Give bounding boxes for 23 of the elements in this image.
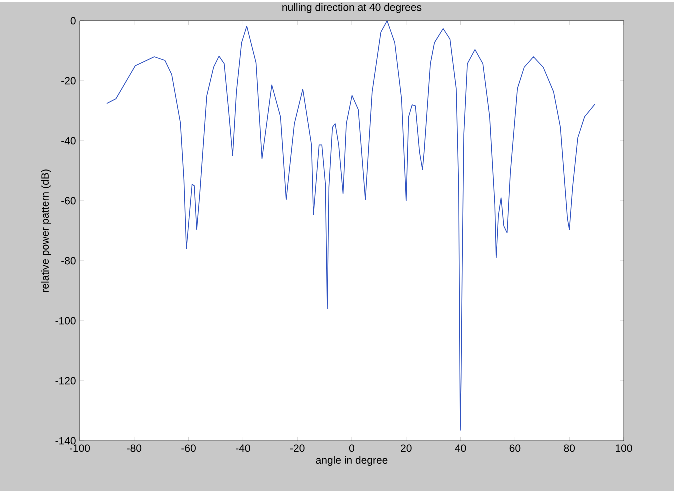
y-tick-label: -20 xyxy=(62,77,76,85)
x-tick-label: 0 xyxy=(349,444,355,452)
line-series xyxy=(106,20,596,431)
y-tick-label: -120 xyxy=(56,377,76,385)
y-tick-label: -140 xyxy=(56,437,76,445)
y-axis-title: relative power pattern (dB) xyxy=(41,170,52,292)
x-tick-label: 100 xyxy=(616,444,632,452)
y-tick-label: -100 xyxy=(56,317,76,325)
y-tick-label: 0 xyxy=(70,17,76,25)
y-tick-label: -40 xyxy=(62,137,76,145)
x-tick-label: 80 xyxy=(564,444,576,452)
x-tick-label: -20 xyxy=(290,444,305,452)
y-tick-label: -80 xyxy=(62,257,76,265)
x-tick-label: -60 xyxy=(182,444,196,452)
x-axis-title: angle in degree xyxy=(316,456,388,466)
x-tick-label: -80 xyxy=(127,444,142,452)
x-tick-label: 20 xyxy=(401,444,412,452)
chart-title: nulling direction at 40 degrees xyxy=(282,4,422,14)
y-tick-label: -60 xyxy=(62,197,76,205)
x-tick-label: 40 xyxy=(455,444,466,452)
x-tick-label: 60 xyxy=(510,444,521,452)
x-tick-label: -40 xyxy=(236,444,250,452)
x-tick-label: -100 xyxy=(70,444,90,452)
